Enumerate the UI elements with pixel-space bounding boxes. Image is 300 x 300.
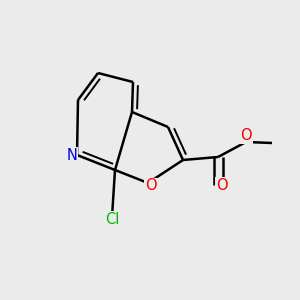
Text: Cl: Cl — [105, 212, 119, 226]
Text: O: O — [145, 178, 157, 194]
Text: O: O — [240, 128, 252, 143]
Text: N: N — [67, 148, 77, 163]
Text: O: O — [216, 178, 228, 193]
